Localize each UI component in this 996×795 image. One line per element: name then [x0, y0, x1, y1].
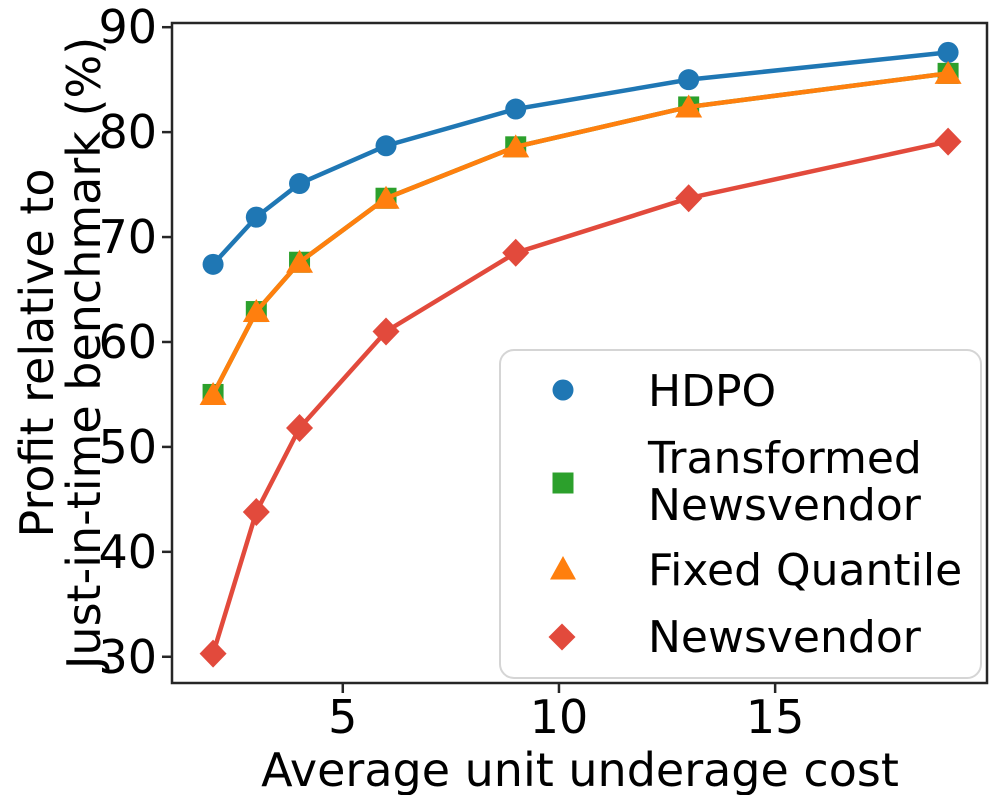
data-point-hdpo [375, 135, 397, 157]
plot-frame [170, 21, 989, 685]
axis-ticks: 5 10 15 30 40 50 60 70 80 90 [98, 0, 804, 744]
data-point-hdpo [937, 41, 959, 63]
legend-marker-hdpo-circle-icon [552, 379, 574, 401]
y-tick-label: 90 [98, 0, 157, 54]
data-point-newsvendor [934, 127, 962, 156]
legend-marker-fixed-quantile-triangle-icon [550, 556, 576, 580]
x-tick-label: 10 [530, 690, 589, 744]
y-axis-label-line2: Just-in-time benchmark (%) [57, 37, 111, 672]
legend-marker-newsvendor-diamond-icon [548, 623, 576, 651]
y-tick-label: 70 [98, 210, 157, 264]
data-point-fixed-quantile [286, 249, 314, 273]
legend-label-transformed-newsvendor-line1: Transformed [647, 433, 922, 484]
x-axis-label: Average unit underage cost [261, 743, 899, 795]
data-point-newsvendor [199, 639, 227, 668]
data-point-hdpo [505, 98, 527, 120]
data-point-hdpo [678, 69, 700, 91]
data-point-hdpo [245, 206, 267, 228]
data-point-newsvendor [502, 238, 530, 267]
x-tick-label: 5 [328, 690, 357, 744]
x-tick-label: 15 [746, 690, 805, 744]
y-tick-label: 40 [98, 525, 157, 579]
legend-label-fixed-quantile: Fixed Quantile [648, 545, 962, 596]
data-point-newsvendor [372, 317, 400, 346]
data-point-newsvendor [286, 414, 314, 443]
data-point-fixed-quantile [675, 94, 703, 118]
legend-marker-transformed-newsvendor-square-icon [552, 472, 574, 494]
y-tick-label: 80 [98, 105, 157, 159]
legend-label-hdpo: HDPO [648, 366, 776, 417]
data-point-hdpo [202, 253, 224, 275]
data-point-fixed-quantile [934, 60, 962, 84]
data-point-fixed-quantile [372, 185, 400, 209]
legend-label-transformed-newsvendor-line2: Newsvendor [648, 480, 922, 531]
data-point-fixed-quantile [242, 299, 270, 323]
data-point-fixed-quantile [502, 134, 530, 158]
data-point-newsvendor [242, 497, 270, 526]
y-tick-label: 50 [98, 420, 157, 474]
legend: HDPO Transformed Newsvendor Fixed Quanti… [499, 349, 982, 679]
data-point-fixed-quantile [199, 381, 227, 405]
y-tick-label: 30 [98, 630, 157, 684]
data-series-layer [199, 41, 962, 668]
y-tick-label: 60 [98, 315, 157, 369]
data-point-newsvendor [675, 184, 703, 213]
y-axis-label-line1: Profit relative to [10, 169, 64, 538]
data-point-hdpo [289, 173, 311, 195]
legend-box [499, 349, 982, 679]
legend-label-newsvendor: Newsvendor [648, 612, 922, 663]
